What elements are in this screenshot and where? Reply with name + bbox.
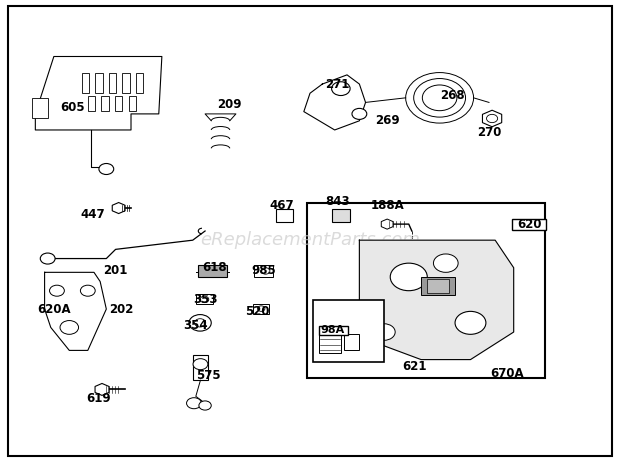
Bar (313, 300, 384, 362)
Circle shape (390, 263, 427, 291)
Text: 202: 202 (110, 303, 134, 316)
Text: 620: 620 (517, 218, 541, 231)
Bar (276, 209, 293, 222)
Circle shape (405, 73, 474, 123)
Circle shape (373, 324, 395, 340)
Polygon shape (304, 75, 366, 130)
Text: 467: 467 (270, 199, 294, 212)
Circle shape (187, 398, 202, 409)
Bar (115, 96, 122, 111)
Bar (88, 96, 95, 111)
Text: 271: 271 (326, 78, 350, 91)
Text: 620A: 620A (37, 303, 71, 316)
Bar (32, 98, 48, 118)
Bar (332, 209, 350, 222)
Text: 447: 447 (81, 208, 105, 221)
Text: 605: 605 (60, 101, 85, 114)
Text: 621: 621 (402, 360, 427, 373)
Text: 209: 209 (218, 98, 242, 111)
Text: 98A: 98A (321, 325, 345, 335)
Polygon shape (482, 110, 502, 127)
Text: 843: 843 (326, 195, 350, 207)
Polygon shape (381, 219, 393, 229)
Text: 269: 269 (375, 114, 399, 128)
Circle shape (199, 401, 211, 410)
Text: 520: 520 (246, 305, 270, 318)
Text: 270: 270 (477, 126, 501, 139)
Circle shape (50, 285, 64, 296)
Bar (102, 96, 108, 111)
Circle shape (200, 296, 209, 303)
Text: eReplacementParts.com: eReplacementParts.com (200, 231, 420, 249)
Circle shape (455, 311, 486, 334)
Circle shape (422, 85, 457, 111)
Text: 268: 268 (440, 89, 464, 102)
Text: 354: 354 (184, 319, 208, 332)
Bar (198, 266, 228, 277)
Bar (319, 326, 348, 335)
Text: 201: 201 (104, 263, 128, 277)
Bar (95, 73, 103, 93)
Text: 188A: 188A (370, 199, 404, 212)
Circle shape (433, 254, 458, 272)
Text: 985: 985 (251, 263, 276, 277)
Circle shape (193, 359, 208, 370)
Text: 619: 619 (87, 392, 111, 405)
Circle shape (60, 321, 79, 334)
Polygon shape (112, 202, 125, 213)
Text: 618: 618 (202, 261, 227, 274)
Circle shape (352, 109, 367, 119)
Bar (122, 73, 130, 93)
Text: 670A: 670A (490, 367, 525, 380)
Bar (254, 266, 273, 277)
Polygon shape (35, 56, 162, 130)
Polygon shape (45, 272, 106, 350)
Text: 575: 575 (196, 369, 221, 382)
Bar (193, 355, 208, 380)
Polygon shape (95, 383, 109, 395)
Bar (136, 73, 143, 93)
Bar (196, 294, 213, 304)
Bar (427, 279, 449, 293)
Circle shape (195, 319, 206, 327)
Circle shape (189, 315, 211, 331)
Circle shape (414, 79, 466, 117)
Circle shape (81, 285, 95, 296)
Bar (82, 73, 89, 93)
Circle shape (257, 306, 265, 311)
Bar (421, 277, 455, 295)
Polygon shape (360, 240, 514, 359)
Circle shape (261, 268, 270, 274)
Bar (108, 73, 116, 93)
Circle shape (99, 164, 113, 175)
Circle shape (40, 253, 55, 264)
Bar (513, 219, 546, 230)
Circle shape (487, 115, 498, 122)
Bar (319, 328, 341, 353)
Bar (128, 96, 136, 111)
Text: 353: 353 (193, 293, 218, 306)
Bar (307, 203, 544, 378)
Bar (344, 334, 360, 350)
Bar (253, 304, 269, 314)
Circle shape (332, 82, 350, 96)
